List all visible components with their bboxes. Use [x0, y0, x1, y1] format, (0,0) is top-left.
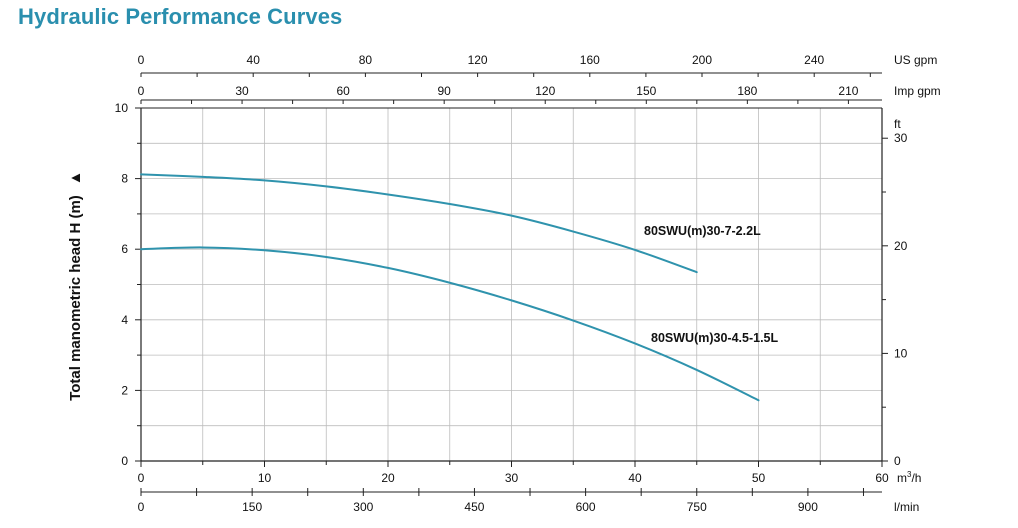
- ft-tick-label: 20: [894, 239, 908, 253]
- us-gpm-tick-label: 40: [247, 53, 261, 67]
- y-axis-label: Total manometric head H (m): [67, 195, 84, 401]
- us-gpm-tick-label: 200: [692, 53, 712, 67]
- series-label-1: 80SWU(m)30-7-2.2L: [644, 224, 761, 238]
- series-label-2: 80SWU(m)30-4.5-1.5L: [651, 331, 778, 345]
- us-gpm-tick-label: 240: [804, 53, 824, 67]
- imp-gpm-tick-label: 0: [138, 84, 145, 98]
- x-unit-sup: 3: [907, 470, 912, 479]
- y-tick-label: 10: [115, 101, 129, 115]
- us-gpm-tick-label: 0: [138, 53, 145, 67]
- ft-tick-label: 30: [894, 131, 908, 145]
- curve-1: [140, 173, 698, 274]
- x-unit-label: m3/h: [897, 470, 921, 485]
- imp-gpm-tick-label: 30: [235, 84, 249, 98]
- y-tick-label: 0: [121, 454, 128, 468]
- l-min-tick-label: 150: [242, 500, 262, 514]
- imp-gpm-tick-label: 210: [838, 84, 858, 98]
- l-min-tick-label: 300: [353, 500, 373, 514]
- l-min-tick-label: 900: [798, 500, 818, 514]
- curve-2: [140, 246, 760, 402]
- ft-unit-label: ft: [894, 117, 901, 131]
- l-min-tick-label: 0: [138, 500, 145, 514]
- x-tick-label: 60: [875, 471, 889, 485]
- us-gpm-tick-label: 80: [359, 53, 373, 67]
- l-min-tick-label: 600: [576, 500, 596, 514]
- y-tick-label: 2: [121, 383, 128, 397]
- y-tick-label: 4: [121, 313, 128, 327]
- us-gpm-unit-label: US gpm: [894, 53, 937, 67]
- imp-gpm-unit-label: Imp gpm: [894, 84, 941, 98]
- imp-gpm-tick-label: 180: [737, 84, 757, 98]
- x-tick-label: 30: [505, 471, 519, 485]
- chart-title: Hydraulic Performance Curves: [18, 4, 343, 29]
- x-tick-label: 50: [752, 471, 766, 485]
- x-tick-label: 10: [258, 471, 272, 485]
- l-min-unit-label: l/min: [894, 500, 919, 514]
- y-tick-label: 8: [121, 172, 128, 186]
- l-min-tick-label: 750: [687, 500, 707, 514]
- ft-tick-label: 10: [894, 346, 908, 360]
- imp-gpm-tick-label: 150: [636, 84, 656, 98]
- curves: [140, 173, 760, 402]
- y-axis-arrow-icon: ▲: [67, 171, 84, 186]
- x-tick-label: 40: [628, 471, 642, 485]
- x-tick-label: 0: [138, 471, 145, 485]
- y-tick-label: 6: [121, 242, 128, 256]
- axes: [135, 72, 888, 496]
- l-min-tick-label: 450: [464, 500, 484, 514]
- x-unit-base: m: [897, 471, 907, 485]
- imp-gpm-tick-label: 90: [437, 84, 451, 98]
- us-gpm-tick-label: 160: [580, 53, 600, 67]
- imp-gpm-tick-label: 120: [535, 84, 555, 98]
- x-unit-tail: /h: [911, 471, 921, 485]
- imp-gpm-tick-label: 60: [336, 84, 350, 98]
- ft-tick-label: 0: [894, 454, 901, 468]
- grid-lines: [141, 108, 882, 461]
- us-gpm-tick-label: 120: [468, 53, 488, 67]
- x-tick-label: 20: [381, 471, 395, 485]
